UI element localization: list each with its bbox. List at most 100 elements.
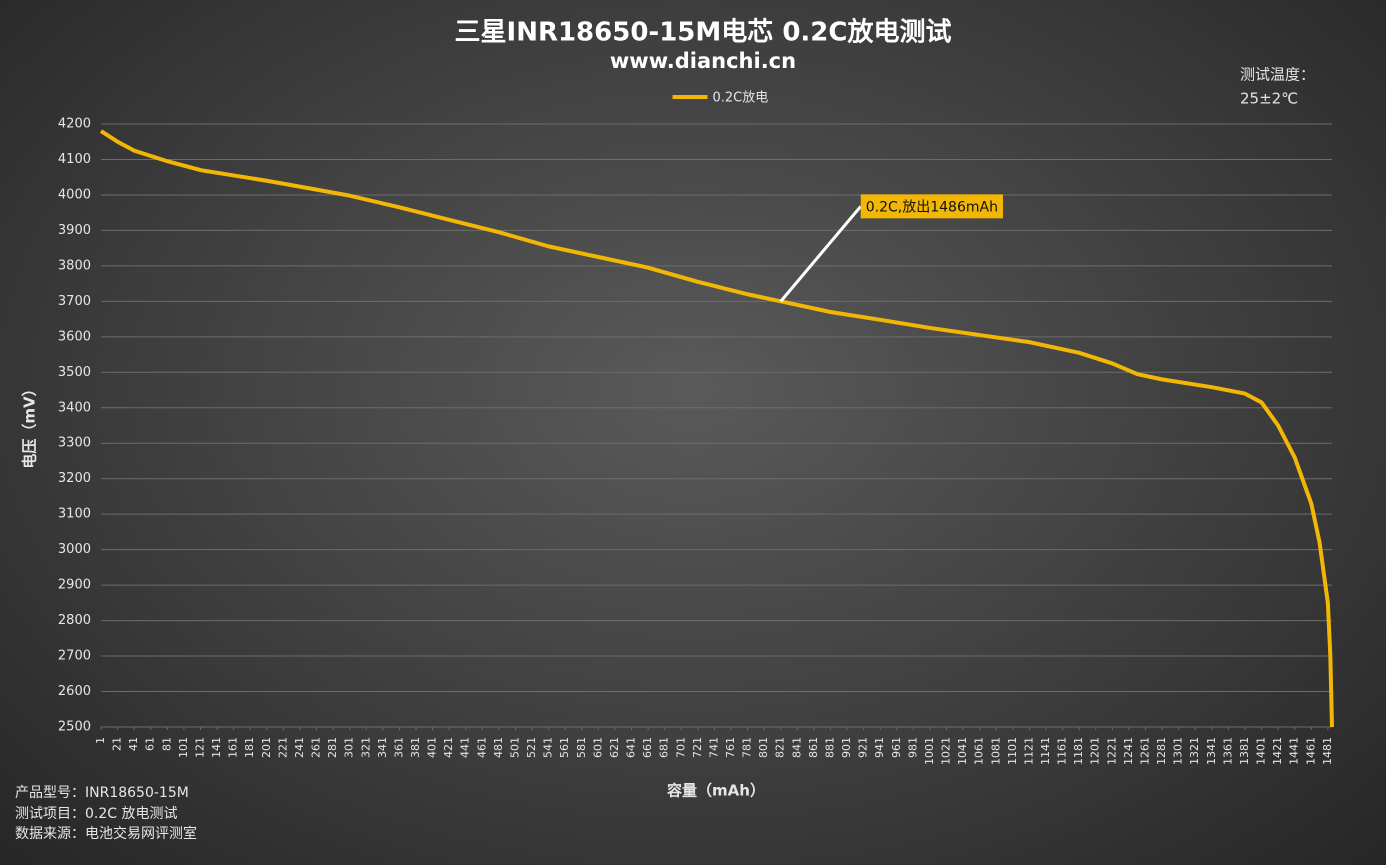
x-tick-label: 1281	[1155, 737, 1168, 765]
series-line	[99, 129, 1334, 728]
x-tick-label: 1061	[973, 737, 986, 765]
x-tick-label: 81	[160, 737, 173, 751]
x-tick-label: 1321	[1188, 737, 1201, 765]
y-tick-label: 4100	[58, 152, 91, 167]
chart-title: 三星INR18650-15M电芯 0.2C放电测试	[455, 17, 952, 48]
x-tick-label: 241	[293, 737, 306, 758]
y-tick-label: 3500	[58, 365, 91, 380]
x-tick-label: 1361	[1221, 737, 1234, 765]
x-tick-label: 481	[492, 737, 505, 758]
x-tick-label: 1	[94, 737, 107, 744]
x-tick-label: 681	[658, 737, 671, 758]
x-tick-label: 321	[359, 737, 372, 758]
x-tick-label: 941	[873, 737, 886, 758]
x-tick-label: 1181	[1072, 737, 1085, 765]
x-tick-label: 61	[144, 737, 157, 751]
y-tick-label: 3000	[58, 542, 91, 557]
x-tick-label: 1261	[1138, 737, 1151, 765]
x-tick-label: 1441	[1288, 737, 1301, 765]
x-tick-label: 661	[641, 737, 654, 758]
x-tick-label: 1041	[956, 737, 969, 765]
x-tick-label: 1161	[1056, 737, 1069, 765]
x-tick-label: 601	[591, 737, 604, 758]
y-axis-label: 电压（mV）	[21, 381, 39, 468]
x-tick-label: 441	[459, 737, 472, 758]
y-tick-label: 3900	[58, 223, 91, 238]
x-tick-label: 561	[558, 737, 571, 758]
x-tick-label: 201	[260, 737, 273, 758]
x-tick-label: 301	[343, 737, 356, 758]
x-tick-label: 1381	[1238, 737, 1251, 765]
annotation-pointer	[779, 205, 862, 303]
x-tick-label: 121	[193, 737, 206, 758]
x-tick-label: 1401	[1255, 737, 1268, 765]
annotation-label: 0.2C,放出1486mAh	[866, 199, 998, 215]
x-tick-label: 881	[823, 737, 836, 758]
x-tick-label: 101	[177, 737, 190, 758]
y-tick-label: 2900	[58, 578, 91, 593]
x-tick-label: 921	[857, 737, 870, 758]
x-tick-label: 1421	[1271, 737, 1284, 765]
x-tick-label: 1241	[1122, 737, 1135, 765]
x-tick-label: 501	[508, 737, 521, 758]
x-tick-label: 21	[111, 737, 124, 751]
x-axis-label: 容量（mAh）	[666, 782, 765, 800]
x-tick-label: 721	[691, 737, 704, 758]
x-tick-label: 861	[807, 737, 820, 758]
x-tick-label: 701	[674, 737, 687, 758]
y-tick-label: 2600	[58, 684, 91, 699]
note: 测试温度：	[1240, 66, 1315, 84]
x-tick-label: 261	[310, 737, 323, 758]
x-tick-label: 141	[210, 737, 223, 758]
legend-label: 0.2C放电	[713, 91, 769, 106]
y-tick-label: 3600	[58, 329, 91, 344]
y-tick-label: 3700	[58, 294, 91, 309]
x-tick-label: 381	[409, 737, 422, 758]
x-tick-label: 1101	[1006, 737, 1019, 765]
y-tick-label: 2800	[58, 613, 91, 628]
x-tick-label: 281	[326, 737, 339, 758]
x-tick-label: 1141	[1039, 737, 1052, 765]
x-tick-label: 1201	[1089, 737, 1102, 765]
x-tick-label: 761	[724, 737, 737, 758]
x-tick-label: 961	[890, 737, 903, 758]
x-tick-label: 1221	[1105, 737, 1118, 765]
x-tick-label: 1481	[1321, 737, 1334, 765]
y-tick-label: 3400	[58, 400, 91, 415]
annotation-box	[860, 194, 1003, 219]
x-tick-label: 161	[227, 737, 240, 758]
y-tick-label: 4000	[58, 187, 91, 202]
x-tick-label: 1301	[1172, 737, 1185, 765]
y-tick-label: 3300	[58, 436, 91, 451]
x-tick-label: 1461	[1304, 737, 1317, 765]
x-tick-label: 401	[426, 737, 439, 758]
x-tick-label: 641	[625, 737, 638, 758]
x-tick-label: 1341	[1205, 737, 1218, 765]
footer: 测试项目：0.2C 放电测试	[15, 806, 178, 822]
y-tick-label: 3100	[58, 507, 91, 522]
x-tick-label: 621	[608, 737, 621, 758]
x-tick-label: 1121	[1022, 737, 1035, 765]
x-tick-label: 41	[127, 737, 140, 751]
chart-subtitle: www.dianchi.cn	[610, 49, 796, 73]
x-tick-label: 461	[475, 737, 488, 758]
x-tick-label: 341	[376, 737, 389, 758]
y-tick-label: 3800	[58, 258, 91, 273]
y-tick-label: 2700	[58, 649, 91, 664]
y-tick-label: 2500	[58, 720, 91, 735]
x-tick-label: 741	[707, 737, 720, 758]
x-tick-label: 181	[243, 737, 256, 758]
x-tick-label: 1001	[923, 737, 936, 765]
x-tick-label: 1081	[989, 737, 1002, 765]
note: 25±2℃	[1240, 90, 1298, 108]
x-tick-label: 221	[276, 737, 289, 758]
footer: 数据来源：电池交易网评测室	[15, 825, 197, 842]
x-tick-label: 421	[442, 737, 455, 758]
x-tick-label: 541	[542, 737, 555, 758]
x-tick-label: 581	[575, 737, 588, 758]
x-tick-label: 901	[840, 737, 853, 758]
x-tick-label: 781	[741, 737, 754, 758]
footer: 产品型号：INR18650-15M	[15, 785, 189, 801]
x-tick-label: 1021	[940, 737, 953, 765]
